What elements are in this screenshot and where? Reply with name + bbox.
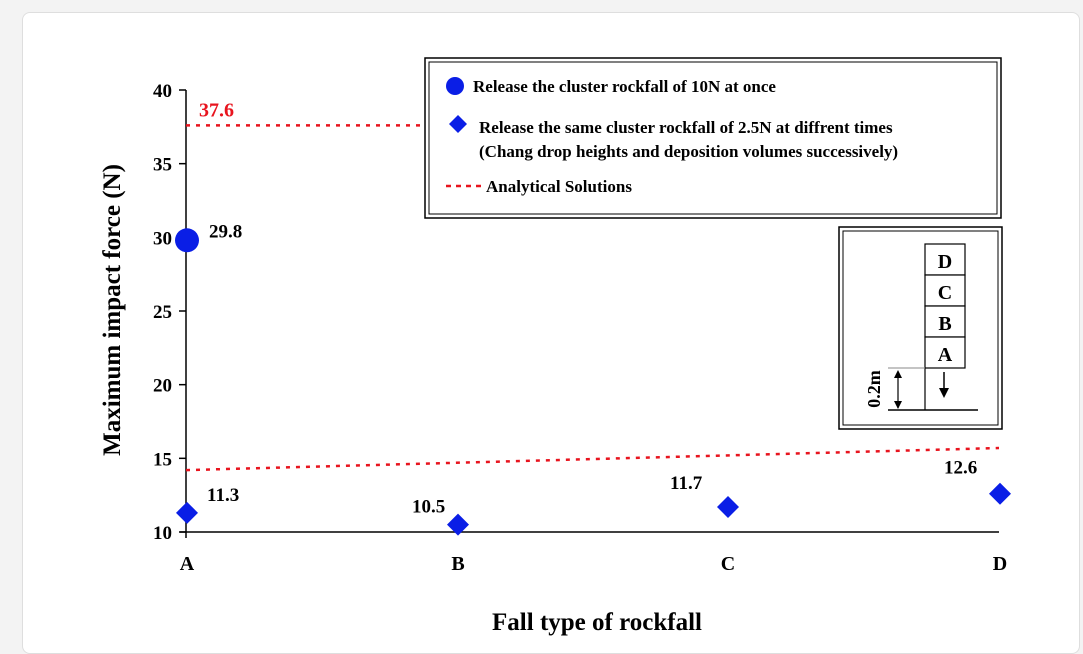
inset-block — [924, 336, 966, 369]
inset-height-label: 0.2m — [864, 370, 884, 408]
analytical-line-successive — [185, 446, 1000, 472]
point-label: 29.8 — [209, 221, 242, 242]
inset-block-label: A — [938, 344, 953, 366]
y-tick-label: 25 — [153, 302, 172, 323]
inset-block-label: C — [938, 282, 952, 304]
y-tick-label: 15 — [153, 449, 172, 470]
legend-label: Analytical Solutions — [486, 177, 632, 196]
circle-point — [175, 228, 199, 253]
x-tick-label: B — [451, 553, 464, 575]
analytical-label: 37.6 — [199, 99, 234, 121]
diamond-point — [447, 513, 469, 536]
diamond-point — [989, 482, 1011, 505]
y-tick-label: 30 — [153, 228, 172, 249]
inset-dimension-arrow-down-icon — [894, 401, 902, 409]
y-tick-label: 20 — [153, 376, 172, 397]
inset-block-label: D — [938, 251, 952, 273]
inset-block — [924, 305, 966, 338]
inset-drop-arrow-icon — [939, 388, 949, 398]
legend-circle-icon — [446, 77, 464, 95]
inset-frame-inner — [842, 230, 999, 426]
point-label: 11.3 — [207, 485, 239, 506]
legend-frame-inner — [428, 61, 998, 215]
legend-diamond-icon — [449, 115, 467, 133]
point-label: 12.6 — [944, 458, 977, 479]
point-label: 11.7 — [670, 473, 703, 494]
inset-block-label: B — [938, 313, 951, 335]
x-tick-label: C — [721, 553, 735, 575]
legend-frame-outer — [424, 57, 1002, 219]
x-tick-label: D — [993, 553, 1007, 575]
y-axis-title: Maximum impact force (N) — [99, 164, 126, 456]
inset-dimension-arrow-up-icon — [894, 370, 902, 378]
point-label: 10.5 — [412, 497, 445, 518]
x-tick-label: A — [180, 553, 195, 575]
y-tick-label: 40 — [153, 81, 172, 102]
legend-label: Release the same cluster rockfall of 2.5… — [479, 118, 893, 137]
legend-label: Release the cluster rockfall of 10N at o… — [473, 77, 776, 96]
inset-frame-outer — [838, 226, 1003, 430]
legend-label: (Chang drop heights and deposition volum… — [479, 142, 898, 161]
diamond-point — [717, 495, 739, 518]
y-tick-label: 35 — [153, 155, 172, 176]
x-axis-title: Fall type of rockfall — [492, 609, 702, 636]
diamond-point — [176, 501, 198, 524]
y-tick-label: 10 — [153, 523, 172, 544]
